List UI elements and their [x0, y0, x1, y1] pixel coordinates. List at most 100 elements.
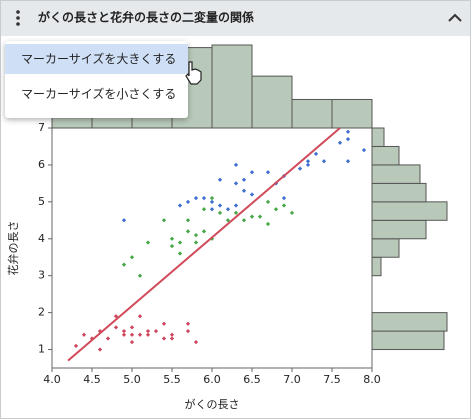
histogram-bar: [371, 312, 448, 332]
x-tick-label: 6.0: [203, 373, 221, 386]
header-bar: [1, 1, 470, 36]
histogram-bar: [371, 201, 448, 221]
y-tick-label: 2: [38, 306, 45, 319]
point: [233, 203, 239, 208]
point: [169, 236, 175, 241]
y-tick-label: 4: [38, 232, 45, 245]
histogram-bar: [331, 98, 373, 129]
header-title: がくの長さと花弁の長さの二変量の関係: [38, 10, 254, 25]
point: [305, 162, 311, 168]
x-tick-label: 7.0: [283, 373, 301, 386]
point: [217, 203, 223, 208]
point: [185, 229, 191, 234]
histogram-bar: [371, 182, 427, 203]
point: [281, 196, 287, 201]
point: [209, 196, 215, 201]
point: [185, 321, 191, 326]
point: [305, 159, 311, 164]
histogram-bar: [51, 117, 93, 129]
point: [177, 251, 183, 256]
histogram-bar: [251, 75, 293, 129]
histogram-bar: [371, 145, 400, 166]
point: [249, 214, 255, 219]
point: [185, 328, 191, 334]
histogram-bar: [371, 219, 427, 240]
more-button[interactable]: [16, 10, 20, 26]
point: [161, 218, 167, 223]
point: [249, 170, 255, 175]
point: [185, 218, 191, 223]
point: [265, 170, 271, 175]
point: [193, 232, 199, 238]
point: [233, 210, 239, 216]
point: [145, 240, 151, 245]
x-tick-label: 4.5: [83, 373, 101, 386]
point: [201, 196, 207, 201]
point: [249, 192, 255, 197]
point: [177, 240, 183, 245]
y-tick-label: 6: [38, 158, 45, 171]
x-tick-label: 4.0: [43, 373, 61, 386]
point: [185, 199, 191, 204]
y-tick-label: 1: [38, 343, 45, 356]
point: [169, 336, 175, 341]
x-tick-label: 5.0: [123, 373, 141, 386]
y-axis-label: 花弁の長さ: [6, 221, 20, 276]
point: [321, 159, 327, 164]
point: [217, 210, 223, 216]
point: [273, 207, 279, 212]
histogram-bar: [211, 44, 253, 129]
point: [345, 136, 351, 142]
menu-item[interactable]: マーカーサイズを大きくする: [5, 44, 188, 74]
point: [169, 244, 175, 249]
point: [137, 273, 143, 278]
histogram-bar: [371, 164, 421, 184]
x-tick-label: 8.0: [363, 373, 381, 386]
x-tick-label: 6.5: [243, 373, 261, 386]
point: [361, 148, 367, 153]
point: [121, 218, 127, 223]
x-tick-label: 5.5: [163, 373, 181, 386]
point: [233, 162, 239, 168]
y-tick-label: 3: [38, 269, 45, 282]
point: [241, 177, 247, 182]
cursor: [185, 61, 202, 85]
point: [241, 188, 247, 193]
point: [265, 199, 271, 204]
histogram-bar: [371, 127, 385, 147]
menu-item[interactable]: マーカーサイズを小さくする: [21, 87, 177, 101]
point: [193, 340, 199, 345]
point: [241, 218, 247, 223]
point: [201, 207, 207, 212]
collapse-button[interactable]: [448, 13, 462, 22]
point: [201, 229, 207, 234]
context-menu: マーカーサイズを大きくする マーカーサイズを小さくする: [5, 41, 188, 118]
x-axis-label: がくの長さ: [185, 397, 240, 411]
point: [169, 332, 175, 337]
histogram-bar: [371, 238, 400, 258]
histogram-bar: [371, 330, 445, 351]
point: [257, 214, 263, 219]
histogram-bar: [291, 98, 333, 129]
point: [281, 203, 287, 208]
x-tick-label: 7.5: [323, 373, 341, 386]
point: [137, 332, 143, 337]
point: [193, 196, 199, 201]
point: [145, 328, 151, 334]
point: [225, 207, 231, 212]
point: [217, 177, 223, 182]
point: [313, 151, 319, 156]
histogram-bar: [371, 256, 382, 277]
fit-line: [67, 128, 341, 362]
point: [337, 140, 343, 145]
point: [137, 314, 143, 319]
y-tick-label: 5: [38, 195, 45, 208]
point: [153, 328, 159, 334]
point: [161, 336, 167, 341]
point: [297, 166, 303, 171]
point: [145, 332, 151, 337]
point: [233, 181, 239, 186]
point: [129, 332, 135, 337]
